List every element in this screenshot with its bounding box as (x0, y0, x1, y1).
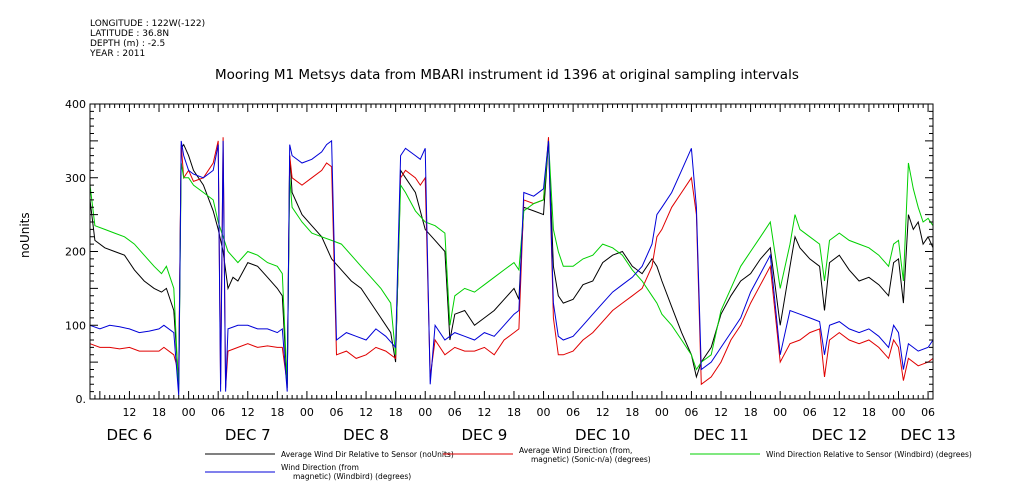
legend: Average Wind Dir Relative to Sensor (noU… (205, 446, 972, 481)
x-tick-label: 00 (418, 406, 432, 419)
x-tick-label: 12 (596, 406, 610, 419)
legend-label-line: Average Wind Direction (from, (519, 446, 632, 455)
x-tick-label: 06 (211, 406, 225, 419)
y-tick-label: 400 (65, 98, 86, 111)
x-tick-label: 18 (862, 406, 876, 419)
y-tick-label: 100 (65, 319, 86, 332)
longitude-text: LONGITUDE : 122W(-122) (90, 19, 206, 29)
x-tick-label: 12 (122, 406, 136, 419)
x-tick-label: 12 (832, 406, 846, 419)
day-label: DEC 6 (107, 426, 153, 444)
axes: 0. 100 200 300 400 12 18 00 06 12 18 00 06 12 18 00 06 12… (65, 98, 956, 444)
x-tick-label: 06 (803, 406, 817, 419)
x-tick-label: 00 (182, 406, 196, 419)
x-tick-label: 06 (921, 406, 935, 419)
x-tick-label: 00 (300, 406, 314, 419)
x-tick-label: 00 (891, 406, 905, 419)
x-tick-label: 12 (477, 406, 491, 419)
y-tick-label: 0. (76, 393, 87, 406)
day-label: DEC 11 (693, 426, 748, 444)
plot-area (89, 137, 934, 396)
day-label: DEC 13 (900, 426, 955, 444)
x-tick-label: 18 (744, 406, 758, 419)
x-tick-label: 18 (270, 406, 284, 419)
depth-text: DEPTH (m) : -2.5 (90, 39, 166, 49)
x-tick-label: 18 (507, 406, 521, 419)
day-label: DEC 9 (461, 426, 507, 444)
day-label: DEC 7 (225, 426, 271, 444)
y-tick-label: 200 (65, 246, 86, 259)
legend-label-line: magnetic) (Sonic-n/a) (degrees) (531, 455, 651, 464)
day-label: DEC 10 (575, 426, 630, 444)
y-tick-label: 300 (65, 172, 86, 185)
x-tick-label: 18 (389, 406, 403, 419)
x-tick-label: 06 (684, 406, 698, 419)
x-tick-label: 12 (241, 406, 255, 419)
legend-label-1: Average Wind Dir Relative to Sensor (noU… (281, 450, 454, 459)
legend-label-line: magnetic) (Windbird) (degrees) (293, 472, 411, 481)
x-tick-label: 06 (329, 406, 343, 419)
x-tick-label: 12 (359, 406, 373, 419)
x-tick-label: 12 (714, 406, 728, 419)
legend-label-line: Average Wind Dir Relative to Sensor (noU… (281, 450, 454, 459)
legend-label-line: Wind Direction Relative to Sensor (Windb… (766, 450, 972, 459)
x-tick-label: 06 (448, 406, 462, 419)
year-text: YEAR : 2011 (90, 49, 146, 59)
legend-label-line: Wind Direction (from (281, 463, 359, 472)
x-tick-label: 06 (566, 406, 580, 419)
x-tick-label: 18 (152, 406, 166, 419)
day-label: DEC 8 (343, 426, 389, 444)
chart-title: Mooring M1 Metsys data from MBARI instru… (215, 67, 799, 83)
series-line-4 (89, 139, 934, 396)
latitude-text: LATITUDE : 36.8N (90, 29, 170, 39)
x-tick-label: 00 (537, 406, 551, 419)
legend-label-4: Wind Direction (from magnetic) (Windbird)… (281, 463, 411, 481)
metadata-block: LONGITUDE : 122W(-122) LATITUDE : 36.8N … (90, 19, 205, 59)
x-tick-label: 00 (655, 406, 669, 419)
series-line-2 (89, 137, 934, 388)
legend-label-2: Average Wind Direction (from, magnetic) (… (519, 446, 651, 464)
x-tick-label: 18 (625, 406, 639, 419)
legend-label-3: Wind Direction Relative to Sensor (Windb… (766, 450, 972, 459)
day-label: DEC 12 (812, 426, 867, 444)
series-line-3 (89, 140, 934, 392)
x-tick-label: 00 (773, 406, 787, 419)
